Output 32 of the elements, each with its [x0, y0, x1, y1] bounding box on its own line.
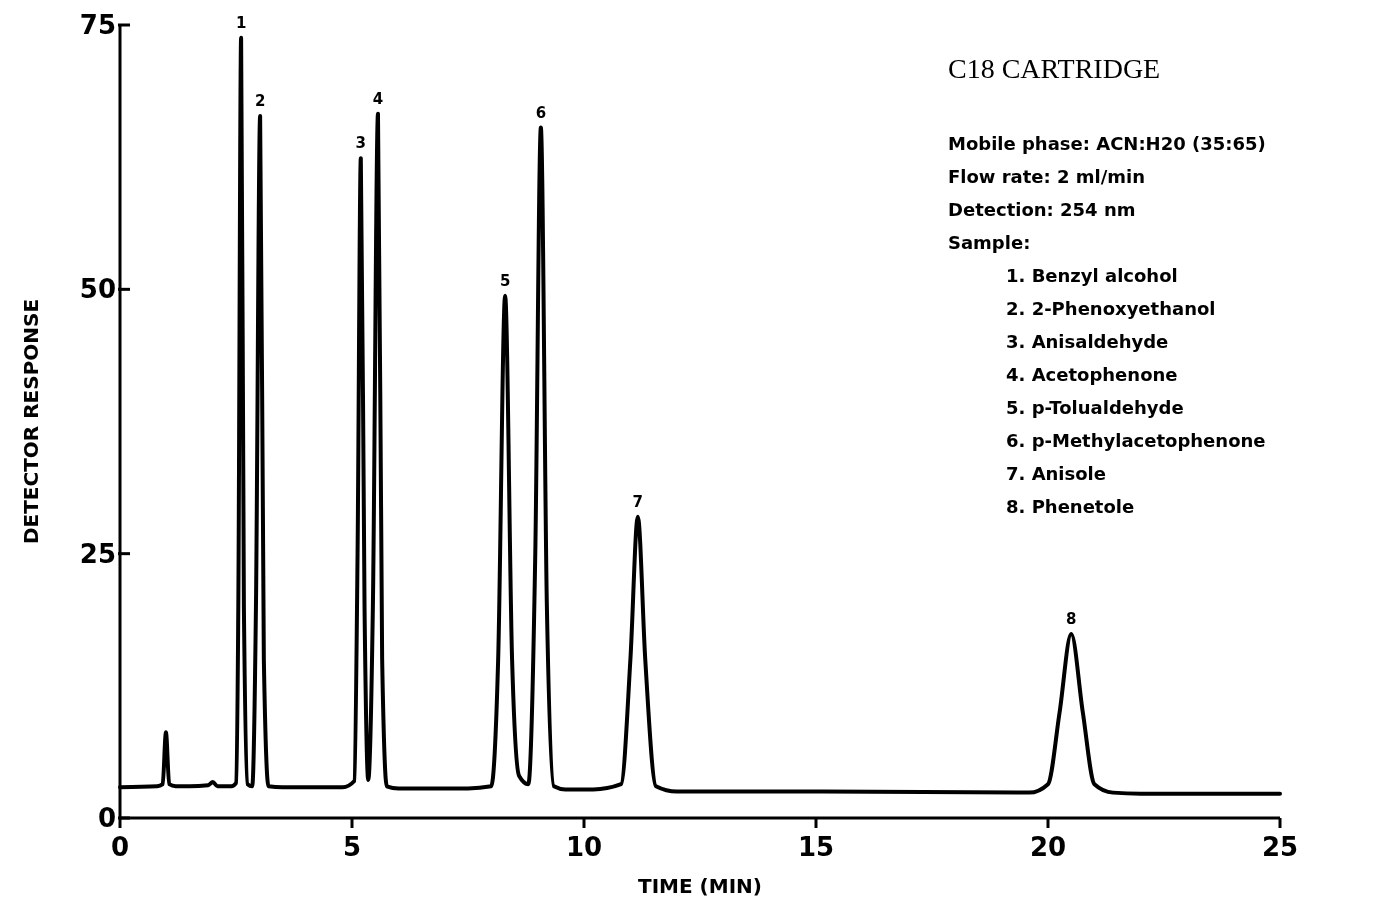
y-axis-title: DETECTOR RESPONSE [19, 298, 43, 545]
x-tick-label: 15 [797, 832, 835, 862]
annotation: 5 [499, 271, 511, 290]
text: C18 CARTRIDGE [948, 53, 1161, 84]
annotation: 3 [355, 134, 367, 153]
annotation: 3. Anisaldehyde [1006, 331, 1169, 352]
annotation: 7. Anisole [1006, 463, 1107, 484]
x-axis-title: TIME (MIN) [638, 874, 762, 898]
annotation: 2 [254, 91, 266, 110]
y-tick-label: 50 [79, 274, 116, 305]
annotation: 4. Acetophenone [1006, 364, 1178, 385]
annotation: 8. Phenetole [1006, 496, 1135, 517]
annotation: 4 [372, 89, 384, 108]
annotation: 1. Benzyl alcohol [1006, 265, 1178, 286]
annotation: Detection: 254 nm [948, 199, 1136, 220]
x-tick-label: 10 [565, 832, 603, 862]
annotation: Mobile phase: ACN:H20 (35:65) [948, 133, 1266, 154]
annotation: 6 [535, 103, 547, 122]
y-tick-label: 25 [79, 538, 116, 569]
y-tick-label: 75 [79, 10, 116, 40]
x-tick-label: 5 [342, 832, 362, 862]
annotation: 7 [632, 492, 644, 511]
y-tick-label: 0 [97, 803, 116, 833]
annotation: 2. 2-Phenoxyethanol [1006, 298, 1216, 319]
x-tick-label: 20 [1029, 832, 1067, 862]
annotation: Flow rate: 2 ml/min [948, 166, 1146, 187]
annotation: 6. p-Methylacetophenone [1006, 430, 1266, 451]
annotation: 5. p-Tolualdehyde [1006, 397, 1184, 418]
annotation: 8 [1065, 610, 1077, 629]
annotation: 1 [235, 13, 247, 32]
annotation: Sample: [948, 232, 1031, 253]
x-tick-label: 25 [1261, 832, 1299, 862]
